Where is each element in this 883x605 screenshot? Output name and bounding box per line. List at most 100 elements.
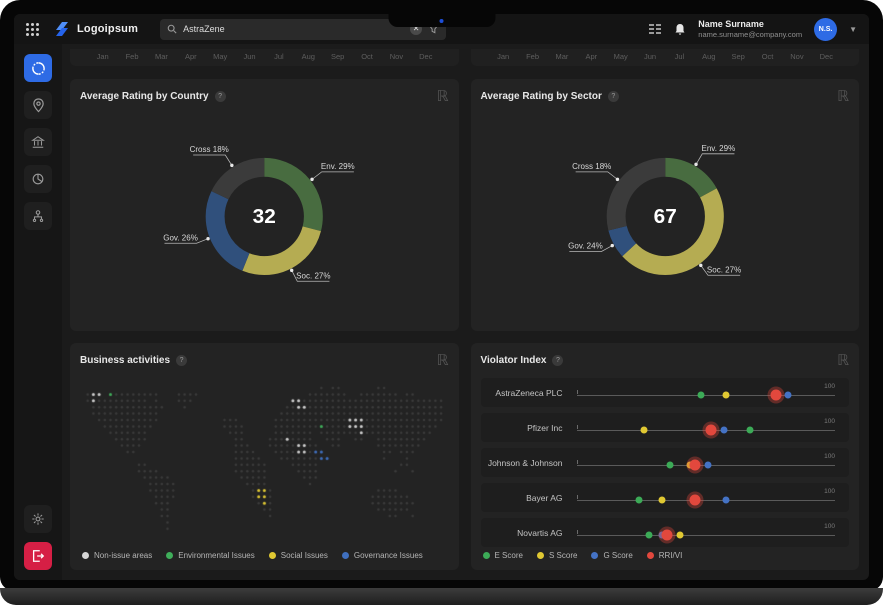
axis-tick	[576, 494, 578, 499]
legend-item: RRI/VI	[646, 551, 683, 560]
score-track: 100	[576, 518, 835, 547]
month-label: Jun	[644, 52, 657, 61]
donut-label-dot	[693, 162, 698, 167]
month-label: Aug	[702, 52, 716, 61]
sidebar-item-dashboard[interactable]	[24, 54, 52, 82]
months-axis-left: Jan Feb Mar Apr May Jun Jul Aug Sep Oct Nov Dec	[70, 49, 459, 66]
user-name: Name Surname	[698, 18, 764, 29]
month-label: Nov	[389, 52, 404, 61]
donut-chart-sector: Env. 29% Soc. 27% Gov. 24% Cross 18% 67	[481, 106, 850, 323]
notifications-bell-icon[interactable]	[674, 23, 686, 36]
card-average-rating-country: Average Rating by Country ? ℝ Env. 29% So…	[70, 79, 459, 332]
month-label: May	[613, 52, 628, 61]
brand-watermark: ℝ	[436, 353, 449, 370]
help-icon[interactable]: ?	[607, 91, 619, 102]
card-title: Violator Index	[480, 355, 547, 367]
axis-tick	[576, 424, 578, 429]
donut-segment-label: Soc. 27%	[706, 265, 740, 274]
axis-max-label: 100	[824, 417, 835, 425]
view-options-icon[interactable]	[648, 23, 662, 35]
bank-icon	[31, 136, 45, 148]
donut-segment	[205, 157, 323, 276]
location-pin-icon	[32, 97, 44, 112]
logout-button[interactable]	[24, 542, 52, 570]
hierarchy-icon	[32, 210, 44, 223]
sidebar-item-settings[interactable]	[24, 505, 52, 533]
brand-watermark: ℝ	[837, 89, 849, 105]
legend-label: S Score	[548, 551, 578, 560]
sidebar	[14, 44, 62, 580]
donut-segment-label: Cross 18%	[190, 145, 229, 154]
score-dot	[689, 459, 701, 471]
donut-label-leader	[193, 154, 233, 166]
score-dot	[640, 426, 648, 434]
month-label: Apr	[585, 52, 598, 61]
card-average-rating-sector: Average Rating by Sector ? ℝ Env. 29% Soc…	[470, 79, 859, 332]
help-icon[interactable]: ?	[552, 355, 564, 367]
sidebar-item-locations[interactable]	[24, 91, 52, 119]
score-dot	[689, 494, 701, 506]
axis-max-label: 100	[824, 382, 835, 390]
main-content: Jan Feb Mar Apr May Jun Jul Aug Sep Oct Nov Dec Jan…	[62, 44, 869, 580]
app-launcher-icon[interactable]	[26, 22, 39, 36]
user-menu[interactable]: Name Surname name.surname@company.com	[698, 19, 802, 40]
legend-dot	[482, 552, 490, 559]
search-icon	[167, 24, 177, 34]
donut-segment	[606, 157, 724, 276]
donut-segment-label: Cross 18%	[572, 162, 611, 171]
sidebar-item-institutions[interactable]	[24, 128, 52, 156]
score-dot	[635, 496, 643, 504]
month-label: Jan	[497, 52, 510, 61]
avatar[interactable]: N.S.	[814, 17, 838, 41]
legend-dot	[536, 552, 544, 559]
violator-rows: AstraZeneca PLC 100 Pfizer Inc 100 Johnson &…	[480, 378, 849, 548]
legend-label: Social Issues	[280, 551, 328, 560]
month-label: Mar	[555, 52, 569, 61]
company-label: Pfizer Inc	[527, 422, 563, 433]
score-axis-line	[576, 394, 835, 396]
search-input[interactable]	[183, 24, 405, 34]
months-axis-right: Jan Feb Mar Apr May Jun Jul Aug Sep Oct Nov Dec	[470, 49, 859, 66]
help-icon[interactable]: ?	[214, 91, 226, 102]
score-axis-line	[576, 534, 835, 536]
brand-watermark: ℝ	[837, 353, 849, 370]
card-title: Average Rating by Country	[80, 91, 209, 102]
legend-dot	[166, 552, 174, 559]
score-track: 100	[576, 378, 835, 407]
logo-text: Logoipsum	[77, 23, 139, 35]
score-track: 100	[576, 483, 835, 512]
logout-icon	[32, 550, 45, 562]
donut-label-leader	[311, 171, 354, 180]
score-dot	[722, 496, 730, 504]
help-icon[interactable]: ?	[176, 355, 188, 367]
donut-label-leader	[568, 245, 612, 252]
logo-icon	[56, 22, 68, 36]
legend-dot	[341, 552, 349, 559]
donut-label-leader	[695, 153, 734, 165]
donut-segment-label: Soc. 27%	[296, 271, 330, 280]
company-label: Johnson & Johnson	[487, 457, 563, 468]
month-label: Jul	[274, 52, 284, 61]
donut-label-leader	[291, 270, 330, 282]
legend-item: Governance Issues	[341, 551, 423, 560]
donut-segment	[205, 157, 323, 276]
legend-dot	[268, 552, 276, 559]
brand-watermark: ℝ	[436, 89, 449, 105]
legend-item: Social Issues	[268, 551, 328, 560]
legend-label: RRI/VI	[658, 551, 683, 560]
month-label: Mar	[154, 52, 168, 61]
user-email: name.surname@company.com	[698, 29, 803, 39]
score-dot	[666, 461, 674, 469]
legend-label: Governance Issues	[353, 551, 423, 560]
month-label: Jul	[674, 52, 685, 61]
logo[interactable]: Logoipsum	[53, 21, 138, 37]
legend-label: Non-issue areas	[94, 551, 153, 560]
month-label: Aug	[301, 52, 315, 61]
company-label: AstraZeneca PLC	[495, 387, 563, 398]
chevron-down-icon[interactable]: ▼	[849, 24, 857, 34]
card-violator-index: Violator Index ? ℝ AstraZeneca PLC 100 Pfi…	[470, 343, 859, 570]
truncated-charts-axis: Jan Feb Mar Apr May Jun Jul Aug Sep Oct Nov Dec Jan…	[70, 49, 859, 66]
sidebar-item-hierarchy[interactable]	[24, 202, 52, 230]
violator-legend: E Score S Score G Score RRI/VI	[481, 547, 850, 562]
sidebar-item-ratings[interactable]	[24, 165, 52, 193]
